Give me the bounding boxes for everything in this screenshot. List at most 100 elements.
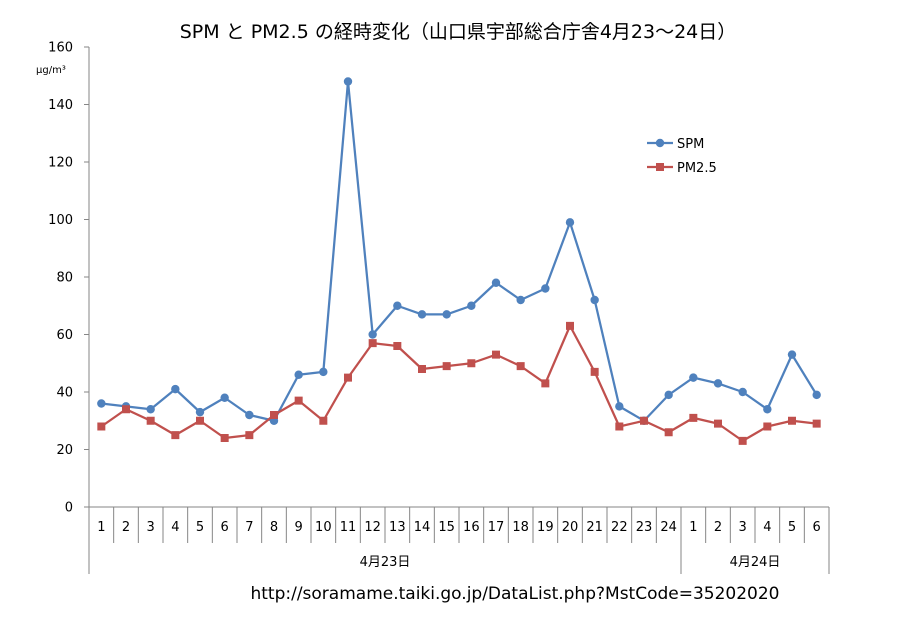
x-tick-label: 18 bbox=[512, 520, 529, 535]
x-tick-label: 4 bbox=[763, 520, 771, 535]
data-point bbox=[541, 379, 550, 388]
y-axis-ticks: 0 20 40 60 80 100 120 140 160 bbox=[48, 41, 89, 516]
data-point bbox=[294, 370, 303, 379]
data-point bbox=[195, 407, 205, 417]
data-point bbox=[467, 359, 476, 368]
data-point bbox=[516, 362, 525, 371]
data-point bbox=[590, 295, 599, 305]
data-point bbox=[615, 422, 624, 431]
series-spm bbox=[97, 77, 821, 425]
x-tick-label: 3 bbox=[739, 520, 747, 535]
data-point bbox=[393, 301, 402, 310]
x-tick-label: 20 bbox=[562, 520, 579, 535]
y-tick-label: 140 bbox=[48, 98, 73, 113]
legend-marker bbox=[655, 138, 665, 148]
data-point bbox=[220, 393, 229, 402]
x-tick-label: 22 bbox=[611, 520, 628, 535]
source-url[interactable]: http://soramame.taiki.go.jp/DataList.php… bbox=[250, 584, 780, 604]
data-point bbox=[590, 367, 599, 376]
y-tick-label: 0 bbox=[65, 501, 73, 516]
data-point bbox=[196, 416, 204, 425]
data-point bbox=[467, 301, 476, 310]
series-line bbox=[101, 80, 818, 422]
data-point bbox=[368, 330, 377, 339]
y-tick-label: 40 bbox=[56, 386, 73, 401]
x-group-label: 4月23日 bbox=[360, 555, 411, 570]
x-tick-label: 3 bbox=[147, 520, 155, 535]
data-point bbox=[270, 411, 278, 419]
x-tick-label: 16 bbox=[463, 520, 480, 535]
data-point bbox=[146, 416, 155, 425]
data-point bbox=[763, 422, 772, 431]
x-tick-label: 2 bbox=[714, 520, 722, 535]
y-tick-label: 160 bbox=[48, 41, 73, 56]
legend-marker bbox=[656, 163, 664, 171]
y-tick-label: 60 bbox=[56, 328, 73, 343]
data-point bbox=[689, 373, 698, 382]
data-point bbox=[344, 373, 352, 382]
x-tick-label: 12 bbox=[364, 520, 381, 535]
data-point bbox=[97, 399, 106, 408]
legend-item: PM2.5 bbox=[647, 161, 717, 176]
y-tick-label: 80 bbox=[56, 271, 73, 286]
x-tick-label: 14 bbox=[414, 520, 431, 535]
data-point bbox=[319, 367, 328, 377]
data-point bbox=[788, 416, 796, 425]
x-tick-label: 10 bbox=[315, 520, 332, 535]
data-point bbox=[122, 405, 130, 414]
y-axis-unit: μg/m³ bbox=[36, 65, 66, 76]
data-point bbox=[393, 342, 402, 350]
data-point bbox=[541, 284, 550, 293]
x-tick-label: 8 bbox=[270, 520, 278, 535]
x-tick-label: 23 bbox=[636, 520, 653, 535]
x-tick-label: 17 bbox=[488, 520, 505, 535]
series-pm25 bbox=[97, 321, 821, 445]
series-layer bbox=[97, 77, 821, 445]
data-point bbox=[812, 390, 821, 400]
data-point bbox=[442, 362, 451, 371]
data-point bbox=[146, 405, 155, 414]
y-tick-label: 120 bbox=[48, 156, 73, 171]
data-point bbox=[245, 431, 254, 440]
data-point bbox=[491, 278, 501, 287]
x-tick-label: 9 bbox=[295, 520, 303, 535]
data-point bbox=[294, 396, 303, 405]
data-point bbox=[516, 295, 525, 305]
series-line bbox=[100, 324, 817, 443]
legend-label: PM2.5 bbox=[677, 161, 717, 176]
data-point bbox=[492, 350, 500, 359]
x-group-label: 4月24日 bbox=[730, 555, 781, 570]
data-point bbox=[368, 339, 377, 348]
data-point bbox=[713, 379, 723, 388]
data-point bbox=[417, 310, 427, 319]
data-point bbox=[319, 416, 328, 425]
x-tick-label: 6 bbox=[813, 520, 821, 535]
x-tick-label: 13 bbox=[389, 520, 406, 535]
x-tick-label: 2 bbox=[122, 520, 130, 535]
x-tick-label: 6 bbox=[221, 520, 229, 535]
data-point bbox=[171, 384, 180, 394]
data-point bbox=[738, 436, 747, 445]
y-tick-label: 20 bbox=[56, 443, 73, 458]
x-tick-label: 21 bbox=[586, 520, 603, 535]
axes bbox=[88, 47, 830, 574]
x-tick-label: 24 bbox=[660, 520, 677, 535]
x-tick-label: 5 bbox=[196, 520, 204, 535]
data-point bbox=[812, 419, 821, 428]
x-tick-label: 7 bbox=[245, 520, 253, 535]
data-point bbox=[245, 410, 254, 420]
x-tick-label: 19 bbox=[537, 520, 554, 535]
y-tick-label: 100 bbox=[48, 213, 73, 228]
data-point bbox=[565, 218, 575, 227]
data-point bbox=[442, 310, 451, 319]
data-point bbox=[171, 431, 180, 440]
data-point bbox=[738, 387, 747, 397]
data-point bbox=[343, 77, 353, 86]
data-point bbox=[689, 413, 698, 422]
data-point bbox=[664, 428, 673, 437]
data-point bbox=[566, 321, 574, 330]
data-point bbox=[787, 350, 797, 359]
data-point bbox=[97, 422, 106, 431]
x-tick-label: 4 bbox=[171, 520, 179, 535]
